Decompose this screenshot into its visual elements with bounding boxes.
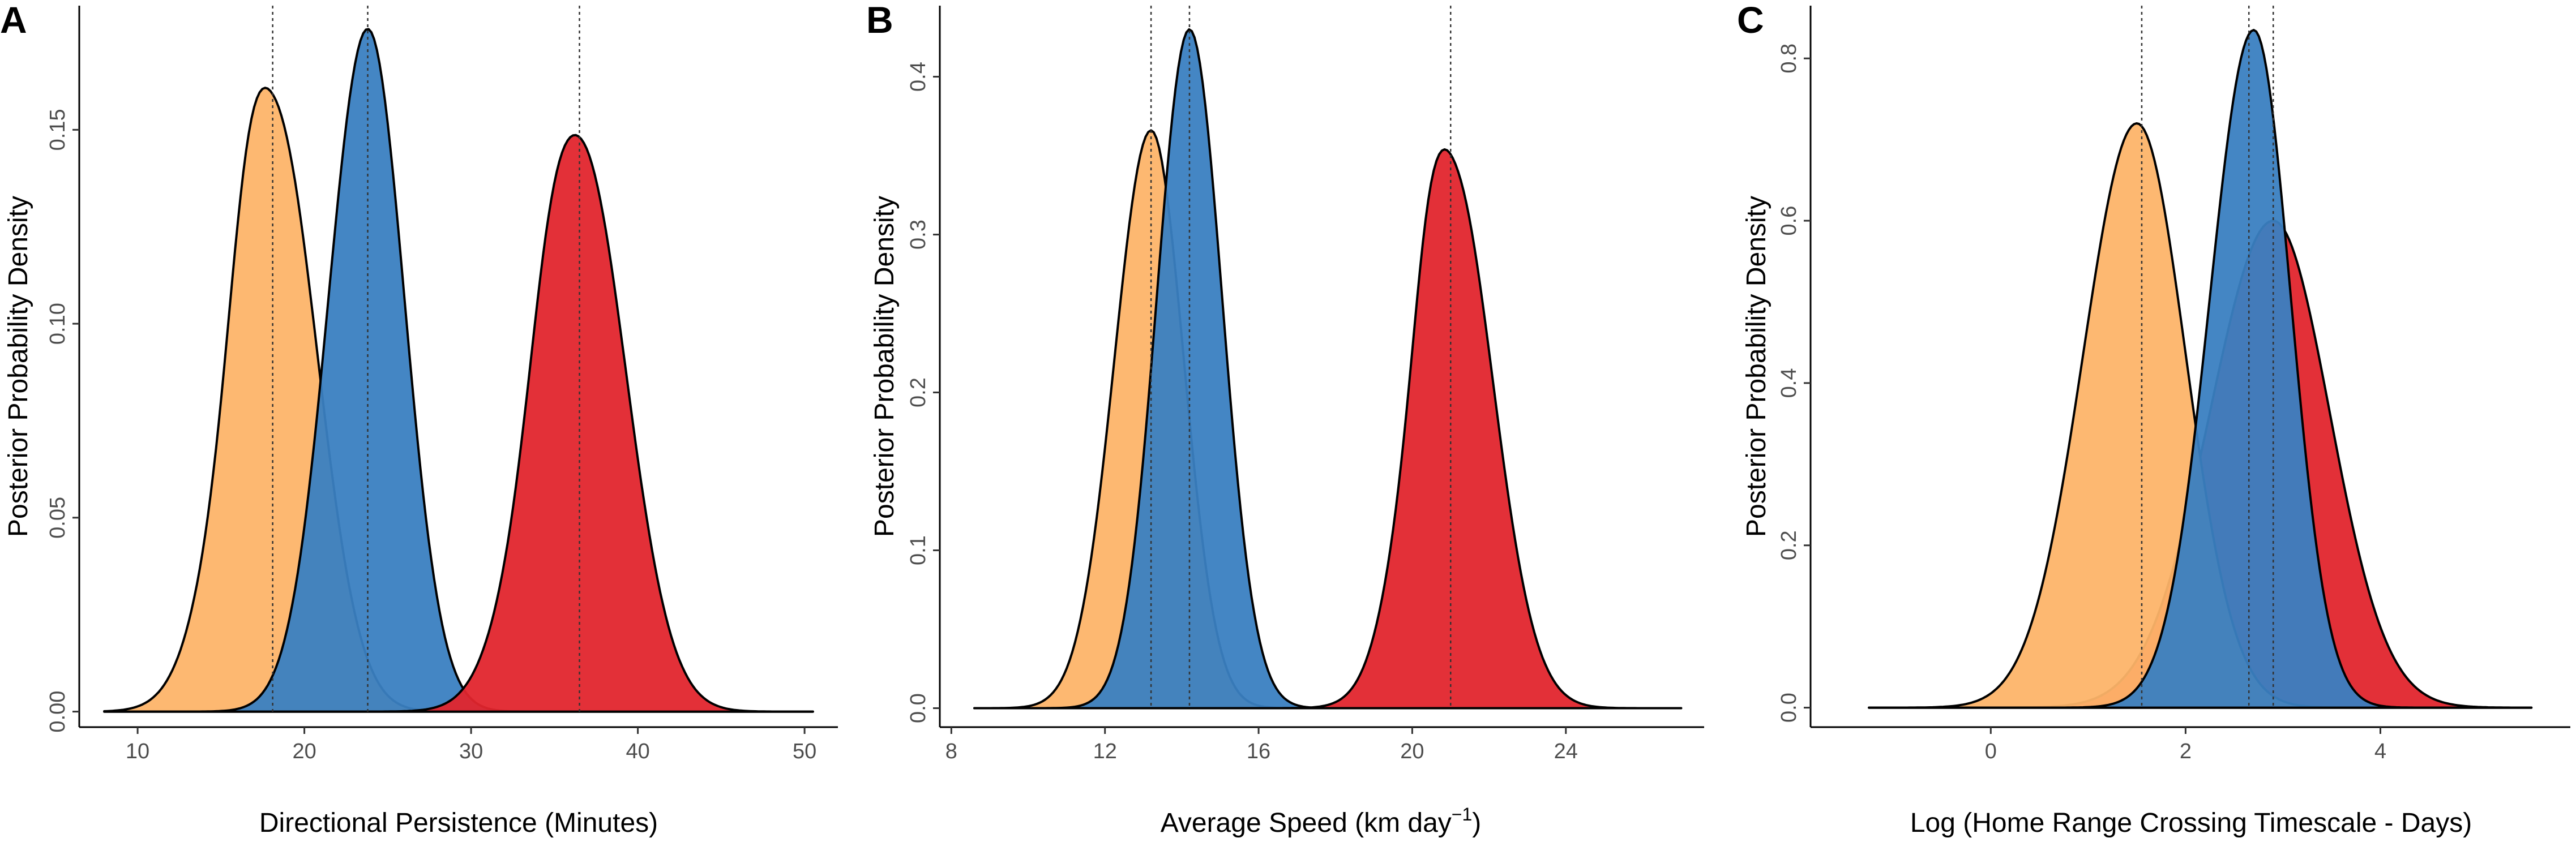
x-axis-title-text: Log (Home Range Crossing Timescale - Day… xyxy=(1910,808,2472,838)
y-tick-label: 0.0 xyxy=(906,693,930,723)
density-area-blue xyxy=(973,28,1683,710)
y-tick-label: 0.1 xyxy=(906,535,930,565)
x-axis-title: Log (Home Range Crossing Timescale - Day… xyxy=(1910,808,2472,838)
x-tick-label: 12 xyxy=(1093,740,1117,763)
x-tick-label: 10 xyxy=(126,740,149,763)
y-tick-label: 0.0 xyxy=(1777,693,1801,723)
y-tick-label: 0.2 xyxy=(1777,530,1801,560)
x-tick-label: 4 xyxy=(2374,740,2386,763)
density-area-blue xyxy=(1868,29,2533,709)
y-tick-label: 0.15 xyxy=(46,109,70,151)
y-axis-title: Posterior Probability Density xyxy=(1741,196,1771,537)
x-tick-label: 0 xyxy=(1985,740,1997,763)
x-axis-title-end: ) xyxy=(1472,808,1481,838)
y-axis-title: Posterior Probability Density xyxy=(3,196,33,537)
x-tick-label: 50 xyxy=(793,740,816,763)
panel-b: B 8 12 16 20 24 0.0 0.1 0.2 0.3 0.4 Average Speed (… xyxy=(866,0,1704,838)
x-tick-label: 40 xyxy=(626,740,649,763)
x-axis-title: Average Speed (km day−1) xyxy=(1161,804,1482,838)
y-tick-label: 0.10 xyxy=(46,303,70,345)
density-area-orange xyxy=(103,87,814,713)
y-tick-label: 0.4 xyxy=(1777,368,1801,398)
x-axis-title-text: Directional Persistence (Minutes) xyxy=(259,808,658,838)
y-tick-label: 0.3 xyxy=(906,220,930,250)
x-tick-label: 2 xyxy=(2180,740,2192,763)
x-tick-label: 30 xyxy=(459,740,483,763)
y-axis-title: Posterior Probability Density xyxy=(870,196,900,537)
y-tick-label: 0.2 xyxy=(906,377,930,407)
panel-a: A 10 20 30 40 50 0.00 0.05 0.10 0.15 Directional P… xyxy=(0,0,838,838)
x-tick-label: 16 xyxy=(1247,740,1270,763)
x-axis-title-text: Average Speed (km day xyxy=(1161,808,1452,838)
x-tick-label: 20 xyxy=(292,740,316,763)
density-area-red xyxy=(973,148,1683,710)
y-tick-label: 0.6 xyxy=(1777,206,1801,236)
x-axis-title: Directional Persistence (Minutes) xyxy=(259,808,658,838)
density-area-orange xyxy=(973,129,1683,710)
panel-letter: A xyxy=(0,0,27,41)
panel-c: C 0 2 4 0.0 0.2 0.4 0.6 0.8 Log (Home Range Cross… xyxy=(1737,0,2570,838)
density-area-red xyxy=(103,134,814,713)
x-axis-title-superscript: −1 xyxy=(1452,804,1472,824)
panel-letter: B xyxy=(866,0,893,41)
y-tick-label: 0.4 xyxy=(906,62,930,92)
x-tick-label: 24 xyxy=(1554,740,1578,763)
y-tick-label: 0.8 xyxy=(1777,44,1801,74)
y-tick-label: 0.05 xyxy=(46,497,70,539)
panel-letter: C xyxy=(1737,0,1764,41)
x-tick-label: 8 xyxy=(945,740,957,763)
y-tick-label: 0.00 xyxy=(46,691,70,733)
x-tick-label: 20 xyxy=(1400,740,1424,763)
